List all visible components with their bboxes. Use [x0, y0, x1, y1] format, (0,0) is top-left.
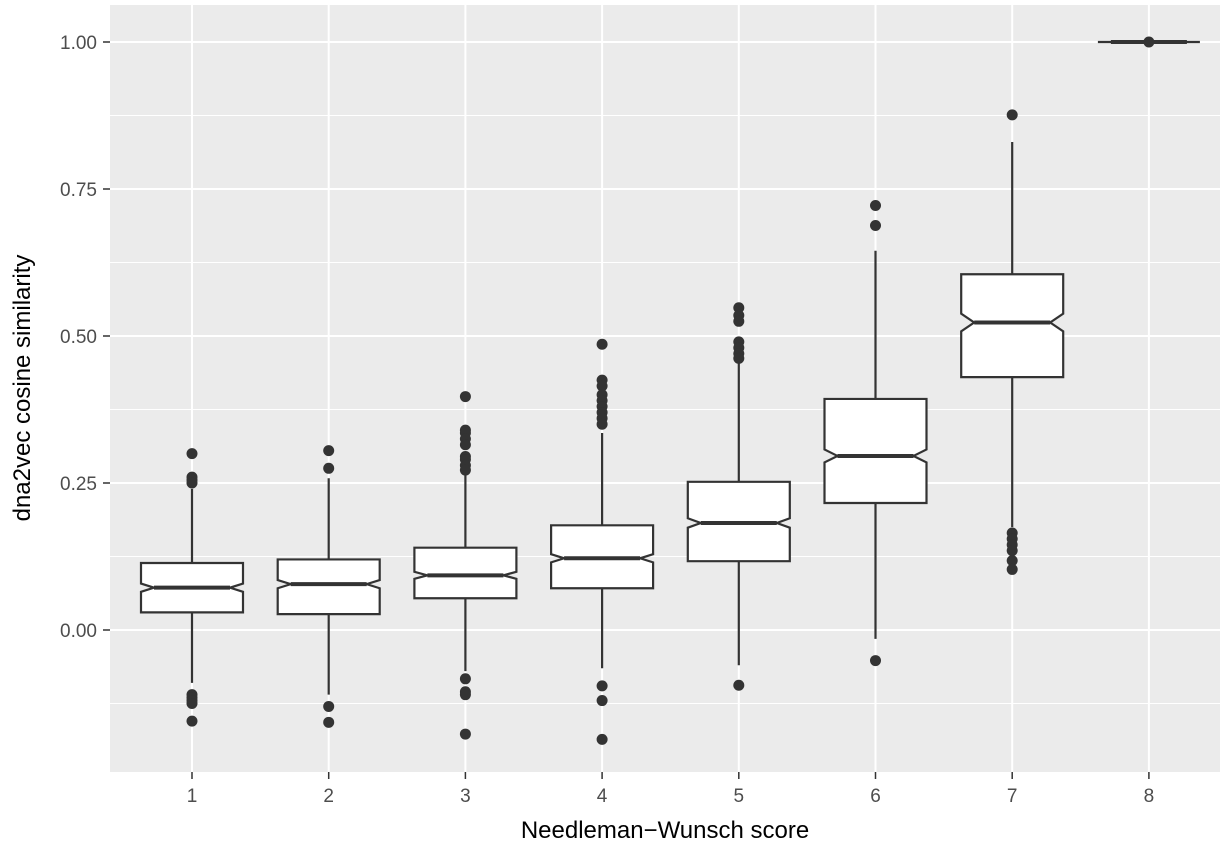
- y-tick-label: 0.00: [60, 621, 97, 642]
- box-2: [276, 445, 381, 728]
- outlier-point: [1006, 555, 1018, 567]
- x-tick-label: 7: [1007, 786, 1018, 807]
- outlier-point: [596, 695, 608, 707]
- outlier-point: [186, 715, 198, 727]
- outlier-point: [733, 315, 745, 327]
- outlier-point: [733, 302, 745, 314]
- x-tick-label: 5: [734, 786, 745, 807]
- outlier-point: [596, 733, 608, 745]
- box-5: [686, 302, 791, 691]
- outlier-point: [186, 477, 198, 489]
- box-4: [550, 338, 655, 745]
- outlier-point: [186, 448, 198, 460]
- outlier-point: [323, 445, 335, 457]
- y-tick-label: 1.00: [60, 33, 97, 54]
- outlier-point: [459, 728, 471, 740]
- outlier-point: [459, 689, 471, 701]
- grid-minor: [110, 115, 1220, 704]
- outlier-point: [596, 338, 608, 350]
- outlier-point: [1143, 36, 1155, 48]
- box-8: [1097, 36, 1200, 48]
- box-body: [276, 558, 381, 616]
- box-body: [413, 546, 518, 600]
- x-axis: 1 2 3 4 5 6 7 8: [187, 772, 1154, 807]
- box-1: [139, 448, 245, 727]
- y-tick-label: 0.25: [60, 474, 97, 495]
- y-tick-label: 0.75: [60, 180, 97, 201]
- outlier-point: [596, 680, 608, 692]
- outlier-point: [459, 464, 471, 476]
- outlier-point: [323, 700, 335, 712]
- outlier-point: [459, 439, 471, 451]
- outlier-point: [1006, 563, 1018, 575]
- outlier-point: [323, 716, 335, 728]
- outlier-point: [186, 698, 198, 709]
- panel-background: [110, 5, 1220, 772]
- outlier-point: [323, 462, 335, 474]
- box-body: [960, 273, 1065, 379]
- outlier-point: [870, 219, 881, 231]
- x-tick-label: 4: [597, 786, 608, 807]
- boxes: [139, 36, 1200, 745]
- outlier-point: [596, 418, 608, 430]
- y-axis: 0.00 0.25 0.50 0.75 1.00: [60, 33, 110, 642]
- x-tick-label: 6: [870, 786, 881, 807]
- outlier-point: [459, 391, 471, 403]
- box-body: [823, 397, 928, 505]
- outlier-point: [596, 380, 608, 392]
- outlier-point: [1006, 545, 1018, 557]
- outlier-point: [870, 199, 881, 211]
- y-tick-label: 0.50: [60, 327, 97, 348]
- outlier-point: [870, 655, 881, 667]
- y-axis-title: dna2vec cosine similarity: [9, 255, 36, 522]
- x-tick-label: 8: [1144, 786, 1155, 807]
- box-3: [413, 391, 518, 740]
- outlier-point: [733, 352, 745, 364]
- x-tick-label: 2: [323, 786, 334, 807]
- outlier-point: [1006, 109, 1018, 121]
- box-6: [823, 199, 928, 667]
- x-tick-label: 1: [187, 786, 198, 807]
- x-axis-title: Needleman−Wunsch score: [521, 817, 809, 844]
- outlier-point: [459, 673, 471, 685]
- box-7: [960, 109, 1065, 575]
- x-tick-label: 3: [460, 786, 471, 807]
- outlier-point: [733, 679, 745, 691]
